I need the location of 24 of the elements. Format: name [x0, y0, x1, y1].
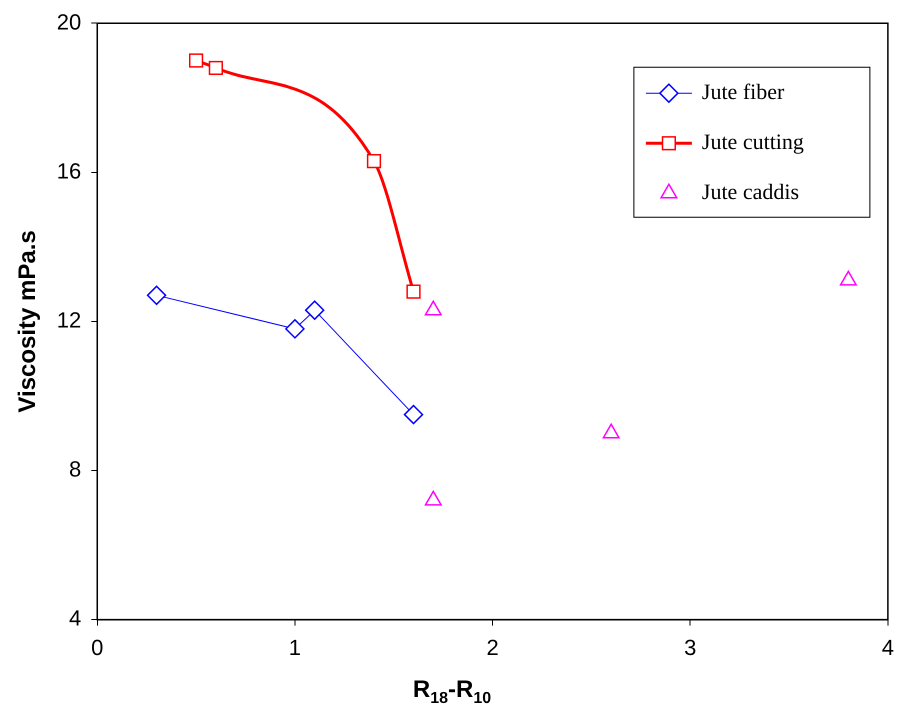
x-tick-label: 1	[288, 634, 302, 660]
y-tick-label: 4	[69, 606, 82, 631]
point	[146, 286, 166, 306]
x-tick-label: 4	[882, 634, 894, 660]
y-tick-label: 16	[56, 158, 82, 184]
point	[406, 284, 421, 299]
point	[304, 300, 324, 320]
x-tick-label: 2	[486, 634, 499, 660]
y-tick-label: 20	[56, 9, 82, 34]
point	[188, 53, 204, 68]
point	[424, 490, 442, 506]
point	[285, 319, 305, 339]
y-tick-label: 12	[56, 307, 82, 332]
legend-label: Jute fiber	[702, 78, 786, 104]
x-tick-label: 3	[684, 634, 696, 660]
x-axis-title: R$_{18}$-R$_{10}$	[412, 676, 492, 708]
point	[366, 154, 382, 168]
y-axis-title: Viscosity mPa.s	[14, 230, 42, 413]
x-tick-label: 0	[91, 634, 104, 660]
legend-label: Jute caddis	[702, 178, 800, 204]
legend-label: Jute cutting	[702, 128, 804, 154]
y-tick-label: 8	[69, 456, 82, 482]
point	[208, 60, 223, 76]
point	[404, 404, 424, 424]
